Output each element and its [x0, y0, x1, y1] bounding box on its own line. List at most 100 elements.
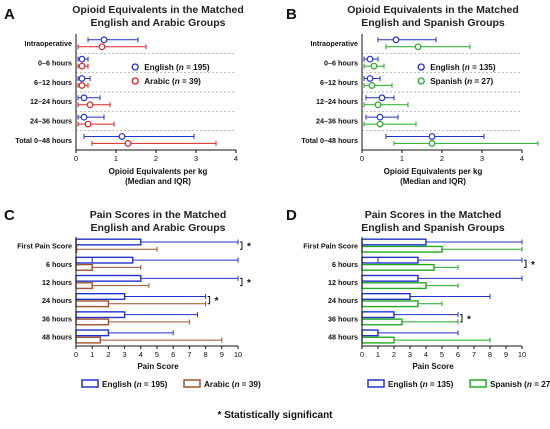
panel-b-legend-english-eq: = [470, 63, 479, 72]
panel-d-legend-spanish-n-symbol: n [527, 380, 532, 389]
panel-d-x-tick-label: 10 [518, 350, 526, 359]
panel-b-english-median-point [376, 113, 384, 121]
panel-d-x-tick-label: 9 [504, 350, 508, 359]
panel-c-arabic-bar [75, 263, 93, 271]
panel-c-english-bar [75, 329, 110, 337]
panel-a-legend-english-n-symbol: n [179, 63, 184, 72]
panel-d: D Pain Scores in the Matched English and… [286, 207, 550, 389]
panel-a-x-tick-label: 2 [154, 154, 158, 163]
panel-a-category-label: Total 0–48 hours [15, 136, 72, 145]
panel-c-arabic-bar [75, 300, 110, 308]
panel-b-legend-english-marker [417, 63, 425, 71]
panel-c-legend-english-close: ) [165, 380, 168, 389]
panel-b-english-median-point [378, 94, 386, 102]
panel-b-xlabel-line-2: (Median and IQR) [400, 177, 466, 186]
panel-c-x-tick-label: 2 [106, 350, 110, 359]
panel-c-xlabel: Pain Score [137, 362, 179, 371]
panel-c-legend-english-name: English [102, 380, 132, 389]
panel-d-legend-spanish-label: Spanish (n = 27) [490, 380, 550, 389]
panel-b-english-median-point [392, 36, 400, 44]
panel-c-x-tick-label: 8 [204, 350, 208, 359]
panel-b-spanish-median-point [414, 43, 422, 51]
panel-a-arabic-median-point [124, 140, 132, 147]
panel-b-category-label: Total 0–48 hours [301, 136, 358, 145]
panel-d-x-tick-label: 5 [440, 350, 444, 359]
panel-a-legend-arabic-eq: = [180, 77, 189, 86]
panel-a-arabic-median-point [84, 120, 92, 128]
panel-a-category-label: 0–6 hours [38, 59, 72, 68]
panel-d-x-tick-label: 2 [392, 350, 396, 359]
panel-b-category-label: Intraoperative [310, 39, 358, 48]
panel-c-legend-arabic-n-value: 39 [249, 380, 259, 389]
panel-d-category-label: First Pain Score [303, 242, 358, 251]
panel-d-english-bar [361, 311, 395, 319]
panel-b-legend-english-name: English [430, 63, 460, 72]
panel-a-legend-arabic-marker [131, 77, 139, 85]
panel-c-x-tick-label: 0 [74, 350, 78, 359]
panel-d-category-label: 6 hours [332, 260, 358, 269]
panel-c-category-label: 6 hours [46, 260, 72, 269]
panel-a-category-label: 12–24 hours [30, 97, 72, 106]
panel-d-x-tick-label: 3 [408, 350, 412, 359]
panel-a-legend-arabic-close: ) [198, 77, 201, 86]
panel-a-legend-arabic-n-symbol: n [175, 77, 180, 86]
panel-b-legend-spanish-n-value: 27 [481, 77, 491, 86]
panel-b-x-tick-label: 4 [520, 154, 524, 163]
panel-d-english-bar [361, 329, 379, 337]
panel-label-d: D [286, 207, 297, 224]
panel-b-legend-english-n-value: 135 [479, 63, 493, 72]
panel-a-arabic-median-point [98, 43, 106, 51]
panel-b-title-line-2: English and Spanish Groups [361, 17, 505, 29]
panel-d-x-tick-label: 6 [456, 350, 460, 359]
panel-b-legend-spanish-n-symbol: n [467, 77, 472, 86]
panel-b-english-median-point [366, 75, 374, 82]
panel-a-title-line-1: Opioid Equivalents in the Matched [72, 4, 244, 16]
panel-d-legend-english-swatch [367, 379, 385, 388]
panel-c-x-tick-label: 6 [171, 350, 175, 359]
panel-b-spanish-median-point [374, 101, 382, 109]
panel-a-legend-english-marker [131, 63, 139, 71]
panel-c-title-line-1: Pain Scores in the Matched [90, 209, 227, 221]
panel-c-arabic-bar [75, 318, 110, 326]
panel-c-title-line-2: English and Arabic Groups [91, 222, 226, 234]
panel-c-significance-star: * [247, 242, 251, 253]
panel-c-significance-star: * [215, 296, 219, 307]
panel-label-b: B [286, 6, 297, 23]
panel-d-legend-english-n-value: 135 [437, 380, 451, 389]
panel-a-x-tick-label: 0 [74, 154, 78, 163]
panel-d-spanish-bar [361, 263, 435, 271]
panel-d-x-tick-label: 0 [360, 350, 364, 359]
panel-a-arabic-median-point [78, 82, 86, 89]
panel-a-legend-arabic-name: Arabic [144, 77, 170, 86]
panel-c-legend-arabic-open: ( [229, 380, 234, 389]
panel-c-category-label: First Pain Score [17, 242, 72, 251]
panel-b-legend-english-n-symbol: n [465, 63, 470, 72]
panel-c-arabic-bar [75, 282, 93, 290]
panel-d-english-bar [361, 238, 427, 246]
panel-d-title-line-1: Pain Scores in the Matched [365, 209, 502, 221]
panel-b-x-tick-label: 1 [400, 154, 404, 163]
panel-a-english-median-point [80, 113, 88, 121]
panel-c-legend-english-open: ( [132, 380, 137, 389]
panel-a-category-label: 24–36 hours [30, 117, 72, 126]
panel-b-category-label: 6–12 hours [320, 78, 358, 87]
panel-b-spanish-median-point [370, 62, 378, 70]
panel-c-legend-english-swatch [81, 379, 99, 388]
panel-d-category-label: 48 hours [328, 332, 358, 341]
panel-b-legend-english-close: ) [493, 63, 496, 72]
panel-d-legend-english-label: English (n = 135) [388, 380, 454, 389]
panel-a-plot: Intraoperative 0–6 hours 6–12 hours 12–24 h… [15, 34, 238, 163]
panel-c-x-tick-label: 10 [234, 350, 242, 359]
panel-c-category-label: 48 hours [42, 332, 72, 341]
panel-c-x-tick-label: 3 [123, 350, 127, 359]
panel-a-x-tick-label: 3 [194, 154, 198, 163]
panel-b-legend-spanish-marker [417, 77, 425, 85]
panel-d-legend-english-eq: = [428, 380, 437, 389]
panel-a-xlabel-line-1: Opioid Equivalents per kg [109, 167, 208, 176]
panel-a-category-label: Intraoperative [24, 39, 72, 48]
panel-d-title-line-2: English and Spanish Groups [361, 222, 505, 234]
panel-c-english-bar [75, 274, 142, 282]
panel-b-category-label: 12–24 hours [316, 97, 358, 106]
panel-d-legend-english-open: ( [418, 380, 423, 389]
